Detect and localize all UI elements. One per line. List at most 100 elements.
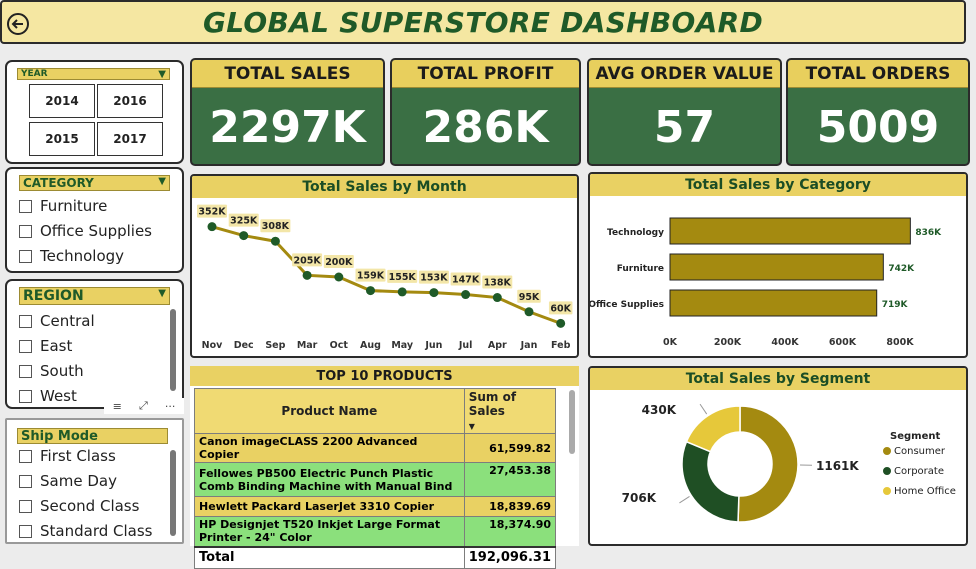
category-option[interactable]: Office Supplies: [19, 222, 152, 240]
data-point: [398, 287, 407, 296]
sales-cell: 18,374.90: [464, 517, 555, 547]
kpi-label: TOTAL SALES: [192, 60, 383, 88]
product-name-cell: Fellowes PB500 Electric Punch Plastic Co…: [195, 463, 465, 497]
chevron-down-icon[interactable]: ▼: [158, 69, 166, 80]
checkbox[interactable]: [19, 390, 32, 403]
region-option[interactable]: West: [19, 387, 77, 405]
year-option[interactable]: 2015: [29, 122, 95, 156]
checkbox[interactable]: [19, 225, 32, 238]
region-slicer-header[interactable]: REGION ▼: [19, 287, 170, 305]
category-option[interactable]: Furniture: [19, 197, 107, 215]
year-slicer-header[interactable]: YEAR ▼: [17, 68, 170, 80]
leader-line: [679, 496, 689, 502]
data-label: 706K: [622, 491, 657, 505]
data-label: 153K: [420, 273, 448, 284]
checkbox[interactable]: [19, 500, 32, 513]
product-name-cell: Hewlett Packard LaserJet 3310 Copier: [195, 497, 465, 517]
page-title: GLOBAL SUPERSTORE DASHBOARD: [203, 6, 763, 39]
data-label: 719K: [882, 300, 909, 310]
column-header-sales[interactable]: Sum of Sales ▼: [464, 389, 555, 434]
table-row[interactable]: Hewlett Packard LaserJet 3310 Copier 18,…: [195, 497, 556, 517]
legend-swatch: [883, 467, 891, 475]
legend-swatch: [883, 447, 891, 455]
option-label: Technology: [40, 247, 124, 265]
year-option[interactable]: 2017: [97, 122, 163, 156]
column-header-product[interactable]: Product Name: [195, 389, 465, 434]
donut-chart-svg: 1161K706K430KSegmentConsumerCorporateHom…: [590, 390, 966, 546]
region-option[interactable]: South: [19, 362, 84, 380]
legend-title: Segment: [890, 431, 940, 442]
checkbox[interactable]: [19, 525, 32, 538]
data-label: 138K: [484, 278, 512, 289]
dashboard-header: GLOBAL SUPERSTORE DASHBOARD: [0, 0, 966, 44]
category-slicer-header[interactable]: CATEGORY ▼: [19, 175, 170, 191]
leader-line: [700, 404, 707, 414]
checkbox[interactable]: [19, 365, 32, 378]
line-chart-svg: 352KNov325KDec308KSep205KMar200KOct159KA…: [192, 198, 577, 356]
region-option[interactable]: East: [19, 337, 72, 355]
ship-mode-option[interactable]: First Class: [19, 447, 116, 465]
legend-label: Consumer: [894, 446, 946, 457]
chevron-down-icon[interactable]: ▼: [158, 288, 166, 299]
scrollbar[interactable]: [170, 309, 176, 391]
table-row[interactable]: HP Designjet T520 Inkjet Large Format Pr…: [195, 517, 556, 547]
option-label: Furniture: [40, 197, 107, 215]
donut-slice: [686, 406, 740, 452]
sort-desc-icon[interactable]: ▼: [469, 422, 475, 431]
checkbox[interactable]: [19, 200, 32, 213]
product-name-cell: HP Designjet T520 Inkjet Large Format Pr…: [195, 517, 465, 547]
category-option[interactable]: Technology: [19, 247, 124, 265]
more-options-icon[interactable]: ···: [165, 400, 176, 413]
checkbox[interactable]: [19, 315, 32, 328]
year-option[interactable]: 2014: [29, 84, 95, 118]
legend-label: Corporate: [894, 466, 944, 477]
ship-mode-option[interactable]: Same Day: [19, 472, 117, 490]
data-label: 1161K: [816, 459, 859, 473]
data-label: 159K: [357, 271, 385, 282]
data-point: [208, 222, 217, 231]
legend-label: Home Office: [894, 486, 956, 497]
scrollbar[interactable]: [170, 450, 176, 536]
sales-cell: 61,599.82: [464, 434, 555, 463]
data-point: [303, 271, 312, 280]
column-header-label: Sum of Sales: [469, 390, 516, 418]
x-tick-label: 400K: [771, 337, 799, 348]
checkbox[interactable]: [19, 475, 32, 488]
data-label: 325K: [230, 216, 258, 227]
option-label: First Class: [40, 447, 116, 465]
data-label: 95K: [519, 292, 540, 303]
bar: [670, 290, 877, 316]
ship-mode-slicer: Ship Mode First Class Same Day Second Cl…: [5, 418, 184, 544]
region-option[interactable]: Central: [19, 312, 95, 330]
table-row[interactable]: Canon imageCLASS 2200 Advanced Copier 61…: [195, 434, 556, 463]
x-tick-label: Dec: [234, 340, 254, 351]
x-tick-label: 0K: [663, 337, 678, 348]
ship-mode-option[interactable]: Second Class: [19, 497, 139, 515]
kpi-value: 286K: [392, 88, 579, 166]
table-row[interactable]: Fellowes PB500 Electric Punch Plastic Co…: [195, 463, 556, 497]
checkbox[interactable]: [19, 250, 32, 263]
product-name-cell: Canon imageCLASS 2200 Advanced Copier: [195, 434, 465, 463]
checkbox[interactable]: [19, 450, 32, 463]
back-arrow-icon[interactable]: [6, 12, 30, 36]
data-label: 155K: [389, 272, 417, 283]
legend-swatch: [883, 487, 891, 495]
table-title: TOP 10 PRODUCTS: [190, 366, 579, 386]
x-tick-label: Sep: [265, 340, 285, 351]
kpi-value: 2297K: [192, 88, 383, 166]
x-tick-label: Feb: [551, 340, 571, 351]
ship-mode-option[interactable]: Standard Class: [19, 522, 152, 540]
scrollbar[interactable]: [569, 390, 575, 454]
focus-mode-icon[interactable]: ⤢: [139, 399, 148, 413]
ship-mode-slicer-header[interactable]: Ship Mode: [17, 428, 168, 444]
year-option[interactable]: 2016: [97, 84, 163, 118]
option-label: Standard Class: [40, 522, 152, 540]
data-point: [556, 319, 565, 328]
checkbox[interactable]: [19, 340, 32, 353]
option-label: Central: [40, 312, 95, 330]
chevron-down-icon[interactable]: ▼: [158, 176, 166, 187]
kpi-total-sales: TOTAL SALES 2297K: [190, 58, 385, 166]
filter-icon[interactable]: ≡: [113, 400, 122, 413]
